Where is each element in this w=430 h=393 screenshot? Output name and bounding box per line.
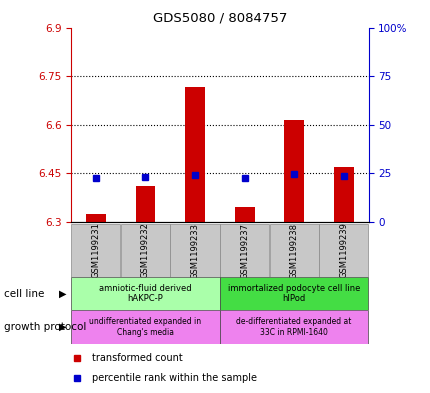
Bar [71, 310, 219, 344]
Bar [220, 224, 268, 277]
Bar [86, 214, 105, 222]
Text: immortalized podocyte cell line
hIPod: immortalized podocyte cell line hIPod [227, 284, 359, 303]
Text: amniotic-fluid derived
hAKPC-P: amniotic-fluid derived hAKPC-P [99, 284, 191, 303]
Text: GSM1199231: GSM1199231 [91, 222, 100, 279]
Bar [170, 224, 219, 277]
Bar [220, 310, 367, 344]
Text: undifferentiated expanded in
Chang's media: undifferentiated expanded in Chang's med… [89, 318, 201, 337]
Text: de-differentiated expanded at
33C in RPMI-1640: de-differentiated expanded at 33C in RPM… [236, 318, 351, 337]
Text: GSM1199233: GSM1199233 [190, 222, 199, 279]
Bar [269, 224, 318, 277]
Bar [234, 208, 254, 222]
Bar [121, 224, 169, 277]
Bar [71, 277, 219, 310]
Text: GSM1199238: GSM1199238 [289, 222, 298, 279]
Text: ▶: ▶ [58, 322, 66, 332]
Text: GSM1199239: GSM1199239 [338, 222, 347, 279]
Bar [220, 277, 367, 310]
Bar [283, 120, 303, 222]
Bar [135, 186, 155, 222]
Bar [319, 224, 367, 277]
Text: ▶: ▶ [58, 289, 66, 299]
Title: GDS5080 / 8084757: GDS5080 / 8084757 [152, 12, 286, 25]
Bar [185, 88, 205, 222]
Text: transformed count: transformed count [92, 353, 182, 363]
Text: GSM1199237: GSM1199237 [240, 222, 249, 279]
Text: percentile rank within the sample: percentile rank within the sample [92, 373, 256, 383]
Text: growth protocol: growth protocol [4, 322, 86, 332]
Bar [71, 224, 120, 277]
Text: cell line: cell line [4, 289, 45, 299]
Text: GSM1199232: GSM1199232 [141, 222, 150, 279]
Bar [333, 167, 353, 222]
